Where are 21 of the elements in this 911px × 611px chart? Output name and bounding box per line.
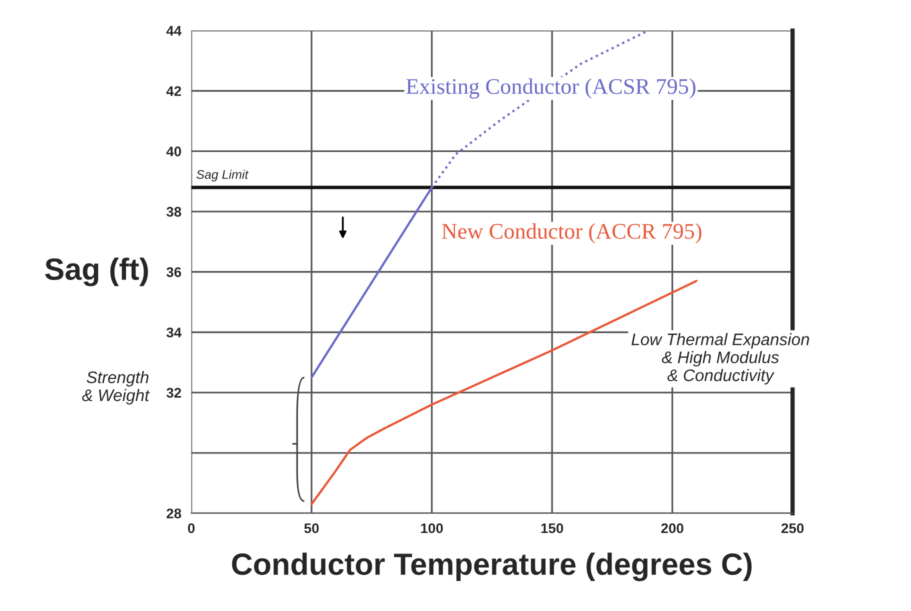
y-tick-label: 28 xyxy=(166,508,182,518)
y-tick-label: 40 xyxy=(166,146,182,156)
series-label: New Conductor (ACCR 795) xyxy=(442,223,702,244)
x-tick-label: 50 xyxy=(304,523,319,534)
x-tick-label: 0 xyxy=(188,523,195,534)
y-tick-label: 32 xyxy=(166,388,182,398)
text: Existing Conductor (ACSR 795) xyxy=(406,78,696,99)
y-tick-label: 34 xyxy=(166,328,182,338)
y-tick-label: 36 xyxy=(166,267,182,278)
y-tick-label: 42 xyxy=(166,86,182,96)
ref-line-label: Sag Limit xyxy=(196,170,249,182)
x-tick-label: 250 xyxy=(781,523,804,534)
y-tick-label: 44 xyxy=(166,26,182,36)
x-tick-label: 150 xyxy=(541,523,564,534)
y-tick-label: 38 xyxy=(166,206,182,217)
x-axis-title: Conductor Temperature (degrees C) xyxy=(232,552,752,582)
x-tick-label: 100 xyxy=(421,523,443,534)
text: Strength & Weight xyxy=(82,370,150,404)
annotation: Low Thermal Expansion & High Modulus & Conductivity xyxy=(632,333,810,384)
x-tick-label: 200 xyxy=(661,523,684,534)
y-axis-title: Sag (ft) xyxy=(45,258,148,286)
